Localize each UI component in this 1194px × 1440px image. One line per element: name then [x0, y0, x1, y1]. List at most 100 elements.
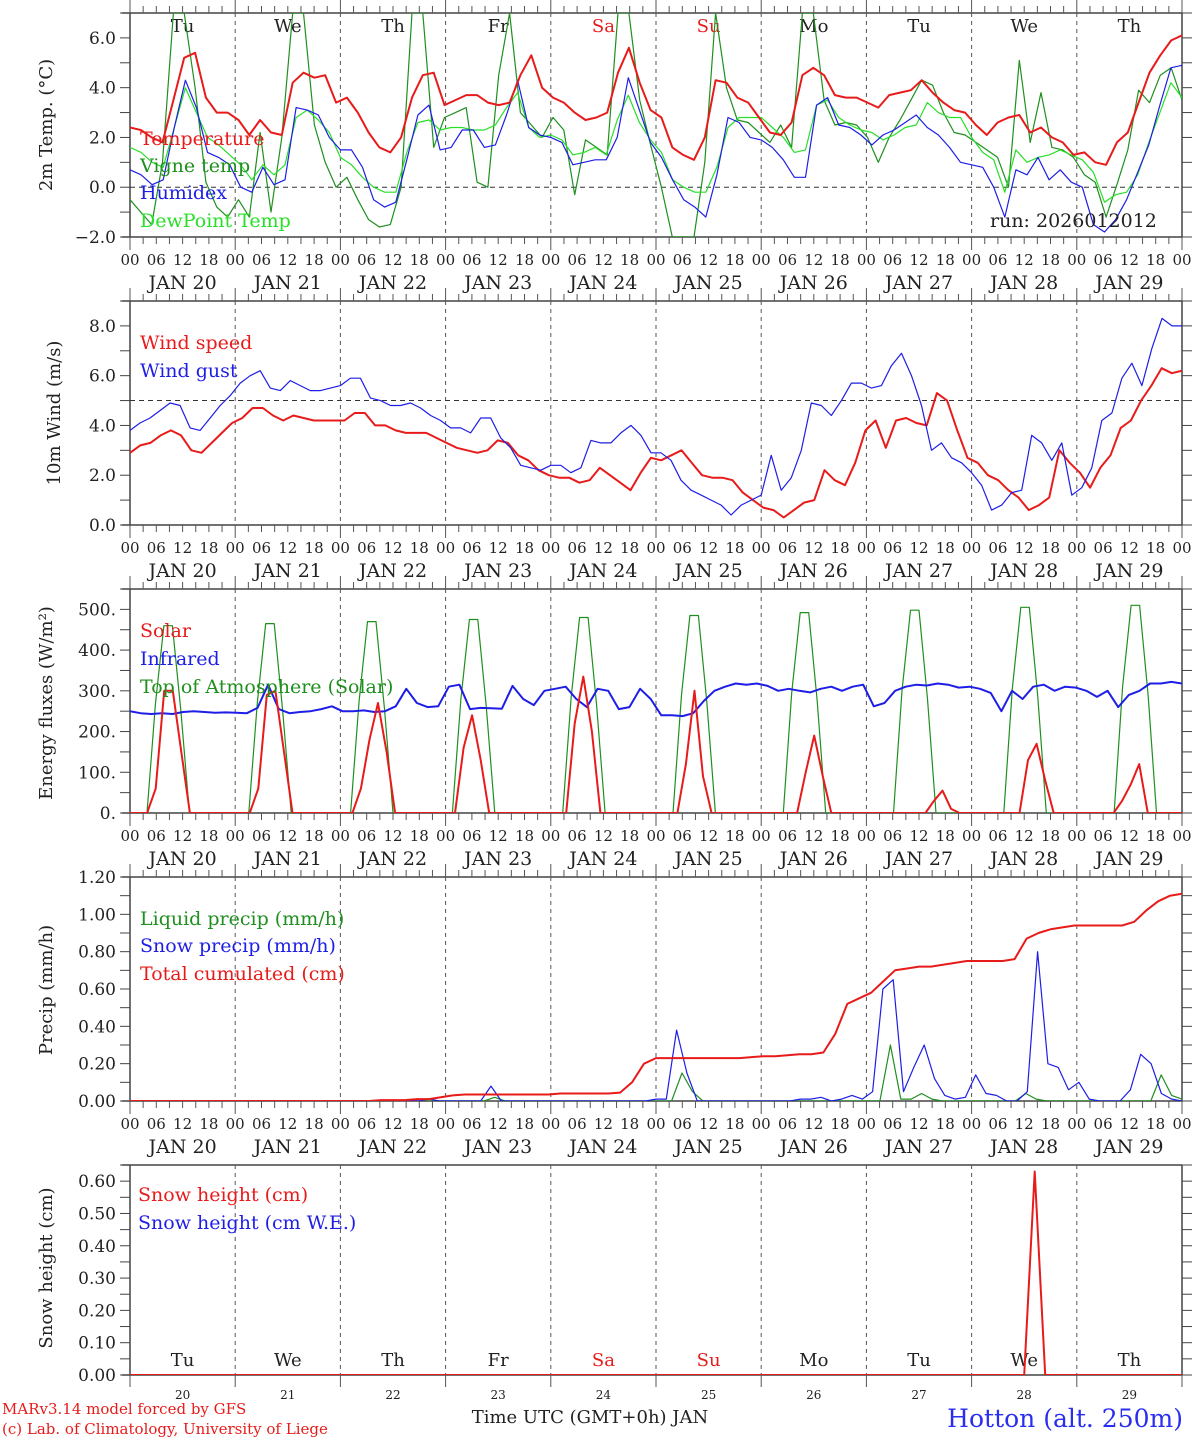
x-tick-label: 00: [331, 827, 350, 845]
x-tick-label: 18: [305, 251, 324, 269]
x-tick-label: 12: [383, 539, 402, 557]
x-day-label: JAN 23: [462, 560, 532, 582]
x-tick-label: 06: [673, 1115, 692, 1133]
x-tick-label: 18: [515, 539, 534, 557]
x-day-label: JAN 24: [567, 272, 637, 294]
x-day-label: JAN 21: [252, 1136, 322, 1158]
x-tick-label: 06: [462, 1115, 481, 1133]
series-infrared: [130, 680, 1182, 718]
x-day-label: JAN 27: [883, 848, 953, 870]
x-tick-label: 00: [1172, 251, 1191, 269]
y-tick-label: 300.: [78, 682, 116, 702]
x-tick-label: 00: [1172, 1115, 1191, 1133]
x-tick-label: 00: [331, 1115, 350, 1133]
x-tick-label: 00: [962, 539, 981, 557]
day-of-week-label: Tu: [907, 16, 931, 37]
x-tick-label: 00: [1172, 539, 1191, 557]
x-tick-label: 06: [778, 1115, 797, 1133]
x-tick-label: 00: [541, 251, 560, 269]
x-tick-label: 06: [252, 251, 271, 269]
x-tick-label: 12: [278, 251, 297, 269]
x-tick-label: 12: [1120, 539, 1139, 557]
x-tick-label: 18: [199, 1115, 218, 1133]
series-line: [130, 604, 1182, 813]
x-tick-label: 12: [909, 251, 928, 269]
x-tick-label: 18: [1146, 1115, 1165, 1133]
x-tick-label: 00: [541, 827, 560, 845]
x-tick-label: 00: [857, 539, 876, 557]
series-vigne-temp: [130, 13, 1182, 237]
x-tick-label: 06: [1094, 827, 1113, 845]
x-tick-label: 12: [699, 1115, 718, 1133]
series-line: [130, 317, 1182, 516]
y-tick-label: 0.0: [89, 516, 116, 536]
x-tick-label: 18: [1041, 539, 1060, 557]
x-tick-label: 00: [857, 251, 876, 269]
x-tick-label: 06: [1094, 539, 1113, 557]
x-tick-label: 18: [936, 251, 955, 269]
x-tick-label: 00: [752, 1115, 771, 1133]
series-total-cumulated-cm-: [130, 892, 1182, 1101]
x-day-label: JAN 25: [673, 848, 743, 870]
x-tick-label: 18: [515, 251, 534, 269]
x-tick-label: 06: [778, 827, 797, 845]
x-tick-label: 06: [568, 539, 587, 557]
day-of-week-label: Th: [1118, 16, 1142, 37]
series-snow-precip-mm-h-: [130, 951, 1182, 1101]
day-of-week-label: Mo: [799, 16, 828, 37]
x-day-label: JAN 24: [567, 560, 637, 582]
x-tick-label: 18: [936, 827, 955, 845]
day-of-week-label: Fr: [488, 1350, 509, 1371]
x-tick-label: 18: [1041, 1115, 1060, 1133]
x-day-label: JAN 23: [462, 848, 532, 870]
x-tick-label: 18: [831, 827, 850, 845]
panel-5: 20 21 22 23 24 25 26 27 28 29 0.00 0.10 0.20 0.30 0.40…: [78, 1164, 1192, 1402]
x-tick-label: 18: [199, 539, 218, 557]
x-tick-label: 12: [804, 827, 823, 845]
x-tick-label: 12: [383, 251, 402, 269]
x-tick-label: 06: [462, 539, 481, 557]
x-tick-label: 06: [462, 251, 481, 269]
y-tick-label: 0.00: [78, 1366, 116, 1386]
x-day-label: JAN 28: [988, 1136, 1058, 1158]
x-tick-label: 00: [1067, 827, 1086, 845]
x-tick-label: 18: [1146, 827, 1165, 845]
x-tick-label: 00: [120, 1115, 139, 1133]
x-tick-label: 00: [1067, 251, 1086, 269]
x-tick-label: 06: [147, 539, 166, 557]
x-tick-label: 18: [725, 1115, 744, 1133]
x-tick-label: 12: [594, 1115, 613, 1133]
x-tick-label: 18: [936, 539, 955, 557]
x-day-label: JAN 29: [1093, 848, 1163, 870]
x-tick-label: 00: [857, 1115, 876, 1133]
x-day-number: 26: [806, 1388, 821, 1402]
x-tick-label: 18: [410, 251, 429, 269]
series-top-of-atmosphere-solar-: [130, 604, 1182, 813]
x-tick-label: 18: [410, 539, 429, 557]
day-of-week-label: Tu: [171, 16, 195, 37]
x-tick-label: 06: [988, 251, 1007, 269]
day-of-week-label: Th: [381, 16, 405, 37]
y-tick-label: 6.0: [89, 29, 116, 49]
x-tick-label: 06: [568, 251, 587, 269]
series-line: [130, 13, 1182, 237]
x-tick-label: 18: [305, 827, 324, 845]
x-day-label: JAN 26: [778, 560, 848, 582]
x-tick-label: 18: [831, 1115, 850, 1133]
x-tick-label: 06: [252, 539, 271, 557]
x-tick-label: 12: [909, 1115, 928, 1133]
y-tick-label: 0.60: [78, 1172, 116, 1192]
x-tick-label: 12: [594, 827, 613, 845]
x-day-label: JAN 26: [778, 1136, 848, 1158]
day-of-week-label: We: [1010, 16, 1038, 37]
y-tick-label: 0.40: [78, 1237, 116, 1257]
x-tick-label: 00: [436, 539, 455, 557]
x-tick-label: 18: [1041, 827, 1060, 845]
x-tick-label: 18: [515, 1115, 534, 1133]
x-tick-label: 18: [1146, 539, 1165, 557]
x-tick-label: 00: [752, 539, 771, 557]
x-tick-label: 06: [988, 1115, 1007, 1133]
y-tick-label: 8.0: [89, 317, 116, 337]
y-tick-label: 1.00: [78, 905, 116, 925]
y-tick-label: 4.0: [89, 416, 116, 436]
